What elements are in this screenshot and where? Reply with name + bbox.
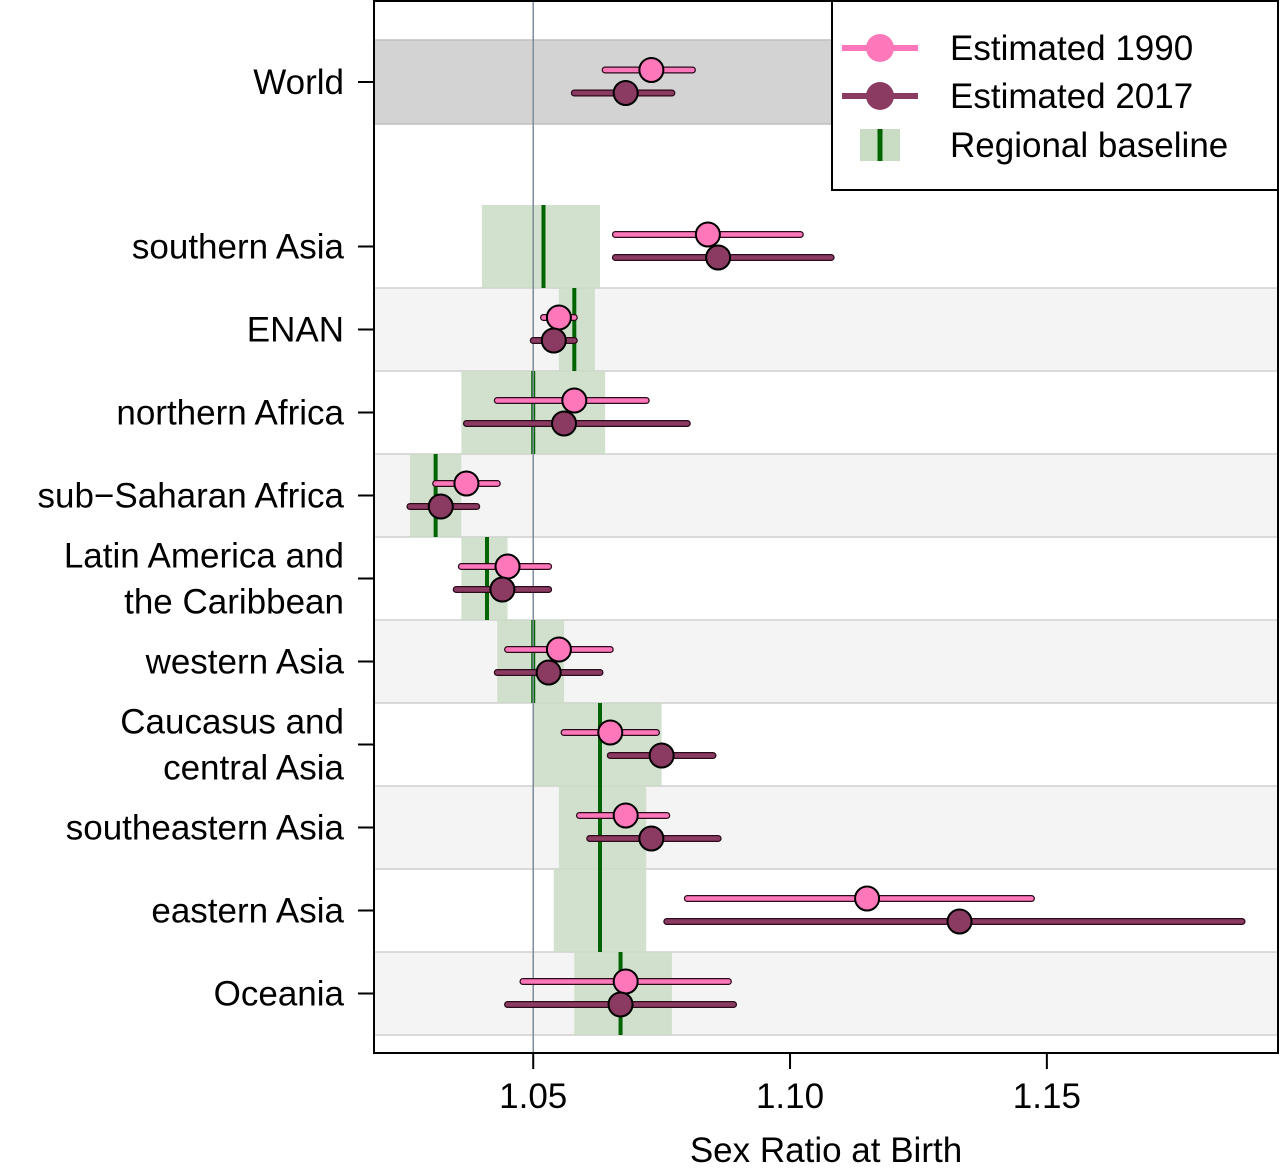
y-tick-label: central Asia bbox=[163, 749, 344, 788]
est2017-point bbox=[535, 659, 562, 686]
est1990-point bbox=[694, 221, 721, 248]
est2017-point bbox=[612, 80, 639, 106]
est2017-point bbox=[638, 825, 665, 852]
row-band bbox=[374, 454, 1278, 537]
x-axis: 1.05 1.10 1.15 bbox=[499, 1053, 1081, 1116]
baseline-band bbox=[558, 786, 647, 869]
y-tick-label: eastern Asia bbox=[151, 892, 344, 931]
est2017-point bbox=[489, 576, 516, 603]
est1990-point bbox=[561, 387, 588, 414]
est1990-point bbox=[545, 636, 572, 663]
est2017-point bbox=[705, 244, 732, 271]
y-tick-label: the Caribbean bbox=[124, 583, 344, 622]
baseline-band bbox=[481, 205, 600, 288]
row-band bbox=[374, 288, 1278, 371]
est2017-point bbox=[648, 742, 675, 769]
y-tick-label: western Asia bbox=[145, 643, 345, 682]
baseline-band bbox=[558, 288, 595, 371]
y-tick-label: southeastern Asia bbox=[66, 809, 345, 848]
est1990-point bbox=[597, 719, 624, 746]
est1990-point bbox=[453, 470, 480, 497]
est2017-point bbox=[946, 908, 973, 935]
y-tick-label: sub−Saharan Africa bbox=[38, 477, 345, 516]
estimates bbox=[406, 57, 1246, 1018]
regional-baselines bbox=[409, 205, 672, 1035]
y-tick-label: Caucasus and bbox=[120, 703, 344, 742]
est1990-point bbox=[545, 304, 572, 331]
x-tick-label: 1.05 bbox=[499, 1077, 567, 1116]
row-bands bbox=[374, 39, 1278, 1036]
y-axis: World southern Asia ENAN northern Africa sub… bbox=[38, 63, 374, 1014]
x-tick-label: 1.15 bbox=[1013, 1077, 1081, 1116]
y-tick-label: Latin America and bbox=[64, 537, 344, 576]
est1990-point bbox=[612, 968, 639, 995]
legend-label: Regional baseline bbox=[950, 126, 1228, 165]
x-tick-label: 1.10 bbox=[756, 1077, 824, 1116]
x-axis-title: Sex Ratio at Birth bbox=[690, 1131, 962, 1168]
est2017-point bbox=[427, 493, 454, 520]
est1990-point bbox=[494, 553, 521, 580]
y-tick-label: ENAN bbox=[247, 311, 344, 350]
legend-est2017-marker bbox=[866, 82, 894, 110]
est1990-point bbox=[638, 57, 665, 83]
est2017-point bbox=[540, 327, 567, 354]
y-tick-label: southern Asia bbox=[132, 228, 345, 267]
y-tick-label: World bbox=[253, 63, 344, 102]
legend: Estimated 1990 Estimated 2017 Regional bas… bbox=[831, 0, 1279, 191]
est1990-point bbox=[854, 885, 881, 912]
legend-label: Estimated 2017 bbox=[950, 77, 1193, 116]
est1990-point bbox=[612, 802, 639, 829]
est2017-point bbox=[607, 991, 634, 1018]
legend-est1990-marker bbox=[866, 34, 894, 62]
legend-label: Estimated 1990 bbox=[950, 29, 1193, 68]
plot-frame bbox=[373, 0, 1279, 1054]
est2017-point bbox=[551, 410, 578, 437]
row-band bbox=[374, 952, 1278, 1035]
y-tick-label: Oceania bbox=[214, 975, 345, 1014]
row-band bbox=[374, 786, 1278, 869]
baseline-band bbox=[533, 703, 662, 786]
y-tick-label: northern Africa bbox=[116, 394, 344, 433]
